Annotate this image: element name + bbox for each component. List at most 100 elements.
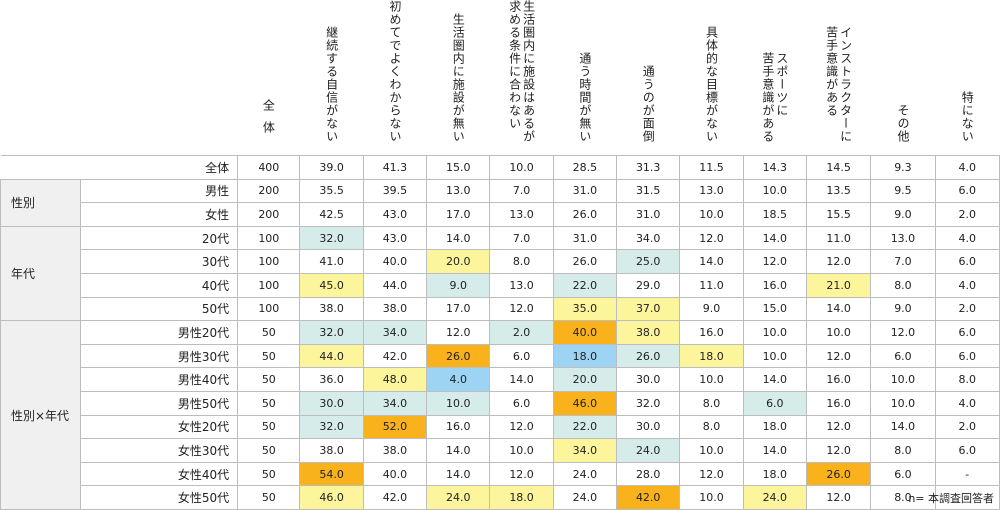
value-cell: 14.0 [742, 367, 807, 392]
value-cell: 32.0 [299, 320, 364, 345]
value-cell: 11.0 [805, 225, 872, 251]
value-cell: 6.0 [934, 178, 1000, 204]
value-cell: 10.0 [742, 320, 807, 345]
value-cell: 44.0 [299, 343, 364, 369]
value-cell: 13.5 [805, 178, 872, 204]
value-cell: 16.0 [679, 320, 744, 345]
value-cell: 34.0 [616, 225, 681, 251]
value-cell: 12.0 [679, 461, 744, 487]
table-row: 性別×年代 男性20代 50 32.0 34.0 12.0 2.0 40.0 38.0 16.0 1… [0, 320, 1000, 510]
column-header-label: 初めてでよくわからない [387, 0, 402, 143]
sample-size-cell: 100 [237, 272, 301, 298]
value-cell: 35.0 [552, 296, 618, 322]
row-label: 30代 [80, 249, 239, 274]
sample-size-cell: 50 [237, 438, 301, 463]
value-cell: 12.0 [805, 249, 872, 274]
column-header-label: 具体的な目標がない [704, 26, 719, 143]
value-cell: 42.5 [299, 202, 364, 227]
value-cell: 6.0 [934, 249, 1000, 274]
value-cell: 12.0 [805, 438, 872, 463]
row-label: 女性30代 [80, 438, 239, 463]
value-cell: 12.0 [742, 249, 807, 274]
column-header-10: その他 [871, 0, 935, 156]
table-row: 40代 100 45.0 44.0 9.0 13.0 22.0 29.0 11.0 16.0 21.… [1, 272, 1000, 298]
value-cell: 10.0 [870, 390, 936, 416]
value-cell: 10.0 [679, 438, 744, 463]
value-cell: 16.0 [742, 272, 807, 298]
value-cell: 42.0 [362, 343, 428, 369]
table-row: 女性 200 42.5 43.0 17.0 13.0 26.0 31.0 10.0 18.5 15.… [1, 202, 1000, 227]
value-cell: 6.0 [934, 343, 1000, 369]
row-label: 女性20代 [80, 414, 239, 440]
column-header-label: 生活圏内に施設はあるが 求める条件に合わない [507, 0, 536, 143]
row-label: 20代 [80, 225, 239, 251]
value-cell: 41.3 [362, 155, 428, 180]
value-cell: 18.0 [742, 414, 807, 440]
table-row: 30代 100 41.0 40.0 20.0 8.0 26.0 25.0 14.0 12.0 12.… [1, 249, 1000, 274]
column-header-label: その他 [895, 104, 910, 143]
value-cell: 4.0 [934, 272, 1000, 298]
value-cell: 34.0 [362, 390, 428, 416]
column-header-5: 通う時間が無い [553, 0, 616, 156]
column-header-label: インストラクターに 苦手意識がある [824, 26, 853, 143]
value-cell: 31.5 [616, 178, 681, 204]
value-cell: 35.5 [299, 178, 364, 204]
value-cell: 40.0 [362, 249, 428, 274]
value-cell: 38.0 [299, 296, 364, 322]
row-label: 40代 [80, 272, 239, 298]
value-cell: 10.0 [489, 438, 554, 463]
column-header-label: スポーツに 苦手意識がある [760, 52, 789, 143]
value-cell: 2.0 [934, 414, 1000, 440]
value-cell: 6.0 [489, 343, 554, 369]
value-cell: 24.0 [742, 485, 807, 510]
group-label: 年代 [0, 225, 82, 322]
value-cell: 31.0 [616, 202, 681, 227]
value-cell: 12.0 [805, 343, 872, 369]
value-cell: 40.0 [552, 320, 618, 345]
value-cell: 11.0 [679, 272, 744, 298]
value-cell: 12.0 [870, 320, 936, 345]
value-cell: 29.0 [616, 272, 681, 298]
table-row: 50代 100 38.0 38.0 17.0 12.0 35.0 37.0 9.0 15.0 14.… [1, 296, 1000, 322]
column-header-label: 継続する自信がない [324, 26, 339, 143]
column-header-11: 特にない [935, 0, 999, 156]
value-cell: 13.0 [679, 178, 744, 204]
value-cell: 20.0 [552, 367, 618, 392]
value-cell: 8.0 [679, 414, 744, 440]
value-cell: 15.5 [805, 202, 872, 227]
value-cell: 10.0 [742, 178, 807, 204]
value-cell: 10.0 [679, 485, 744, 510]
value-cell: 9.0 [679, 296, 744, 322]
value-cell: 12.0 [426, 320, 491, 345]
column-header-9: インストラクターに 苦手意識がある [806, 0, 870, 156]
value-cell: 42.0 [616, 485, 681, 510]
value-cell: 16.0 [805, 367, 872, 392]
value-cell: 4.0 [934, 390, 1000, 416]
value-cell: 14.0 [679, 249, 744, 274]
value-cell: 11.5 [679, 155, 744, 180]
column-header-label: 通うのが面倒 [641, 65, 656, 143]
value-cell: 12.0 [805, 485, 872, 510]
column-header-1: 継続する自信がない [300, 0, 363, 156]
value-cell: 32.0 [299, 414, 364, 440]
column-header-6: 通うのが面倒 [617, 0, 680, 156]
group-label: 性別×年代 [0, 320, 82, 510]
value-cell: 37.0 [616, 296, 681, 322]
value-cell: 31.3 [616, 155, 681, 180]
row-label: 男性30代 [80, 343, 239, 369]
value-cell: 12.0 [679, 225, 744, 251]
sample-size-cell: 50 [237, 485, 301, 510]
value-cell: 14.0 [426, 438, 491, 463]
value-cell: 17.0 [426, 296, 491, 322]
value-cell: 10.0 [742, 343, 807, 369]
group-label: 性別 [0, 178, 82, 227]
value-cell: 2.0 [489, 320, 554, 345]
value-cell: 14.0 [870, 414, 936, 440]
row-label: 50代 [80, 296, 239, 322]
table-body: 全体 400 39.0 41.3 15.0 10.0 28.5 31.3 11.5 14.3 14.… [0, 155, 1000, 510]
value-cell: 52.0 [362, 414, 428, 440]
value-cell: - [934, 461, 1000, 487]
value-cell: 32.0 [616, 390, 681, 416]
row-label: 男性20代 [80, 320, 239, 345]
